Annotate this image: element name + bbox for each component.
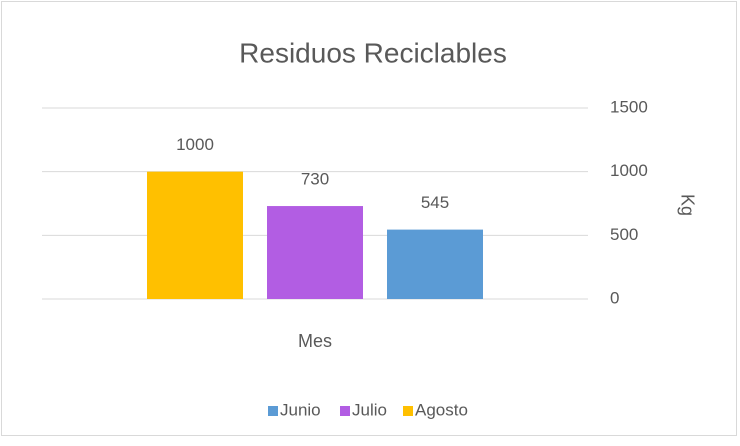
legend-label: Julio bbox=[352, 400, 387, 419]
bar bbox=[147, 171, 243, 299]
y-tick-label: 1500 bbox=[610, 97, 648, 116]
legend-label: Junio bbox=[280, 400, 321, 419]
legend-swatch bbox=[340, 406, 350, 416]
data-label: 1000 bbox=[176, 135, 214, 154]
bar bbox=[387, 229, 483, 299]
y-tick-label: 500 bbox=[610, 225, 638, 244]
chart-frame bbox=[1, 1, 737, 436]
y-tick-label: 0 bbox=[610, 288, 619, 307]
bar bbox=[267, 206, 363, 299]
chart-title: Residuos Reciclables bbox=[239, 37, 507, 68]
legend-label: Agosto bbox=[415, 400, 468, 419]
legend-swatch bbox=[403, 406, 413, 416]
legend-swatch bbox=[268, 406, 278, 416]
x-tick-label: Mes bbox=[298, 331, 332, 351]
data-label: 545 bbox=[421, 193, 449, 212]
y-tick-label: 1000 bbox=[610, 161, 648, 180]
data-label: 730 bbox=[301, 170, 329, 189]
y-axis-label: Kg bbox=[677, 194, 697, 216]
